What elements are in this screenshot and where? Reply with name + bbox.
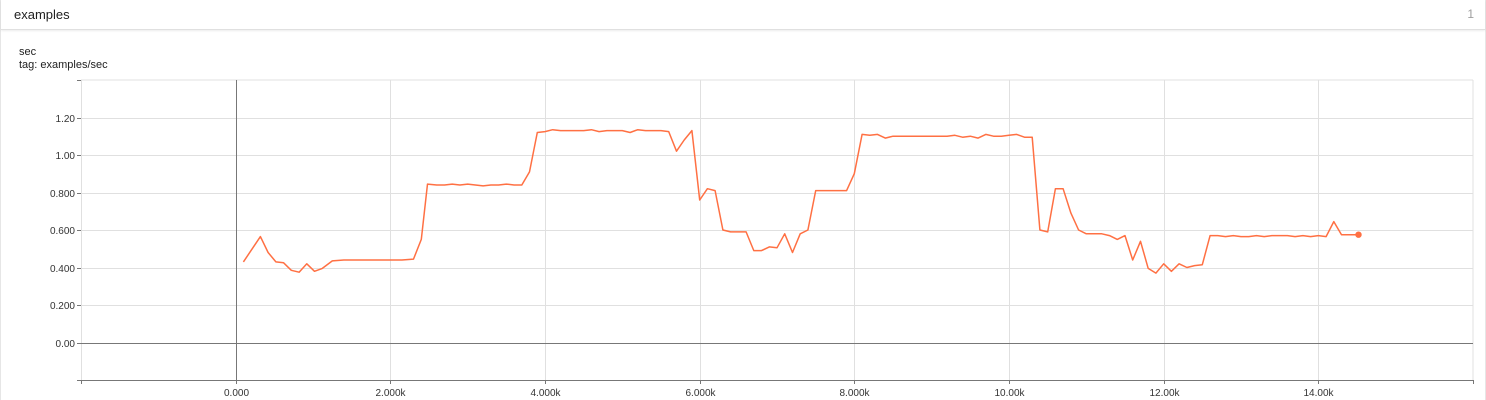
card-title: examples — [14, 7, 70, 22]
chart-tag: tag: examples/sec — [19, 59, 108, 71]
y-tick-label: 0.00 — [56, 339, 76, 350]
y-tick-label: 0.200 — [50, 301, 75, 312]
axes — [77, 80, 1474, 384]
x-tick-label: 4.000k — [530, 388, 561, 399]
series-layer — [242, 128, 1362, 274]
y-tick-label: 0.800 — [50, 189, 75, 200]
chart-title: sec — [19, 46, 37, 58]
x-tick-label: 0.000 — [224, 388, 249, 399]
x-tick-label: 10.00k — [994, 388, 1025, 399]
grid-lines — [81, 79, 1474, 380]
y-tick-label: 1.00 — [56, 151, 76, 162]
y-tick-label: 1.20 — [56, 114, 76, 125]
x-tick-label: 14.00k — [1303, 388, 1334, 399]
x-tick-label: 2.000k — [375, 388, 406, 399]
x-tick-label: 6.000k — [685, 388, 716, 399]
y-tick-label: 0.600 — [50, 226, 75, 237]
x-tick-label: 12.00k — [1149, 388, 1180, 399]
card-header[interactable]: examples 1 — [1, 0, 1485, 30]
tick-labels: 0.000 2.000k 4.000k 6.000k 8.000k 10.00k 12.00… — [50, 114, 1335, 399]
x-tick-label: 8.000k — [839, 388, 870, 399]
last-point-marker[interactable] — [1355, 231, 1362, 238]
card-count: 1 — [1467, 7, 1474, 21]
series-line — [242, 128, 1359, 274]
y-tick-label: 0.400 — [50, 264, 75, 275]
